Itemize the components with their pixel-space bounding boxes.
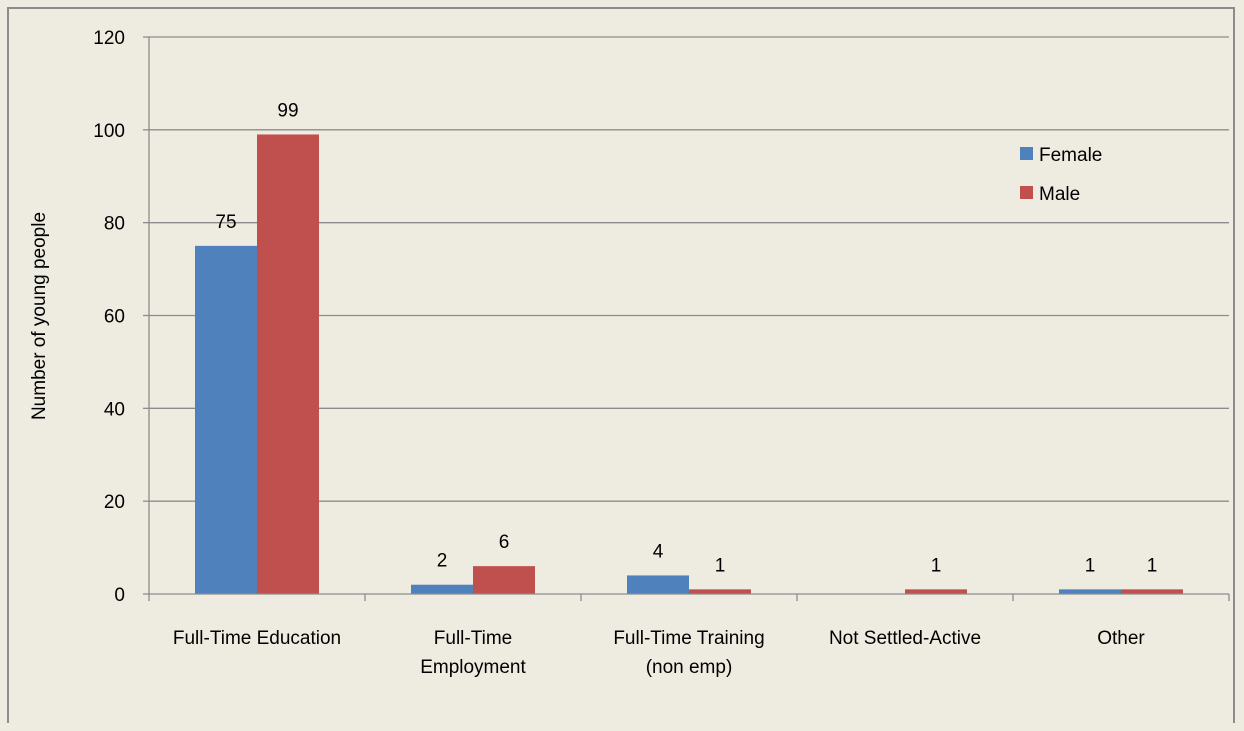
bars (195, 134, 1183, 594)
bar-female (1059, 589, 1121, 594)
data-label: 1 (931, 555, 942, 576)
x-category-label: Full-Time Training (non emp) (613, 628, 764, 678)
legend-label-male: Male (1039, 184, 1080, 205)
data-label: 1 (1147, 555, 1158, 576)
bar-male (905, 589, 967, 594)
legend-swatch-female (1020, 147, 1033, 160)
legend: Female Male (1020, 145, 1102, 205)
y-tick-label: 100 (93, 121, 125, 142)
data-label: 4 (653, 541, 664, 562)
bar-male (689, 589, 751, 594)
y-tick-label: 120 (93, 28, 125, 49)
legend-swatch-male (1020, 186, 1033, 199)
y-tick-label: 40 (104, 399, 125, 420)
bar-female (627, 575, 689, 594)
data-label: 1 (715, 555, 726, 576)
labels: 0 20 40 60 80 100 120 75 2 4 1 99 6 1 1 1 Full-Time Educ… (93, 28, 1157, 678)
y-tick-label: 0 (114, 585, 125, 606)
data-label: 2 (437, 551, 448, 572)
x-category-label: Full-Time Education (173, 628, 341, 649)
gridlines (149, 36, 1229, 502)
y-tick-label: 80 (104, 214, 125, 235)
data-label: 6 (499, 532, 510, 553)
y-tick-label: 60 (104, 307, 125, 328)
bar-female (195, 245, 257, 594)
x-category-label: Other (1097, 628, 1145, 649)
bar-male (1121, 589, 1183, 594)
data-label: 1 (1085, 555, 1096, 576)
legend-label-female: Female (1039, 145, 1102, 166)
bar-male (257, 134, 319, 594)
x-category-label: Full-Time Employment (420, 628, 526, 678)
bar-male (473, 566, 535, 594)
axes (143, 36, 1230, 601)
x-category-label: Not Settled-Active (829, 628, 981, 649)
y-tick-label: 20 (104, 492, 125, 513)
bar-female (411, 584, 473, 594)
y-axis-title: Number of young people (29, 212, 50, 420)
data-label: 99 (277, 100, 298, 121)
data-label: 75 (215, 212, 236, 233)
